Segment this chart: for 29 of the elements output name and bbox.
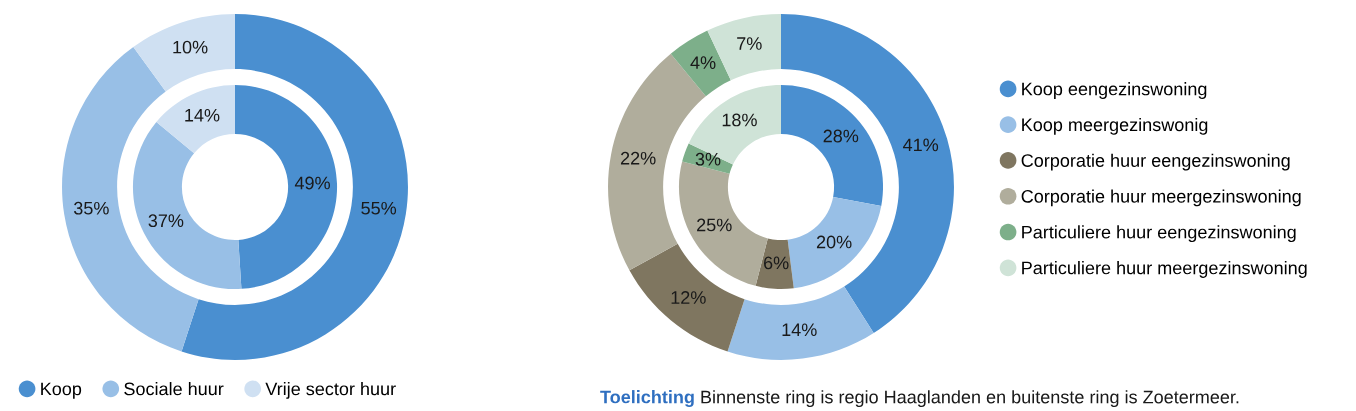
legend-label: Koop [41, 382, 82, 399]
legend-label: Corporatie huur meergezinswoning [1021, 189, 1301, 207]
data-label: 4% [690, 56, 716, 69]
data-label: 18% [722, 113, 757, 127]
data-label: 41% [903, 138, 939, 152]
data-label: 49% [294, 176, 330, 190]
data-label: 25% [697, 218, 732, 232]
text: Toelichting [600, 390, 694, 407]
data-label: 3% [695, 152, 721, 166]
data-label: 22% [620, 151, 656, 165]
legend-label: Vrije sector huur [265, 382, 396, 399]
data-label: 6% [764, 256, 789, 270]
data-label: 28% [823, 129, 859, 143]
legend-label: Particuliere huur meergezinswoning [1022, 261, 1307, 278]
data-label: 55% [361, 201, 397, 215]
legend-label: Koop eengezinswoning [1022, 82, 1207, 99]
data-label: 10% [173, 40, 208, 54]
data-label: 35% [73, 201, 109, 215]
data-label: 14% [185, 108, 220, 122]
legend-label: Koop meergezinswonig [1022, 117, 1208, 135]
text: Binnenste ring is regio Haaglanden en buitenste ring is Zoetermeer. [701, 390, 1239, 407]
data-label: 20% [816, 235, 852, 249]
data-label: 12% [671, 291, 706, 304]
legend-label: Sociale huur [124, 382, 224, 396]
data-label: 37% [148, 214, 184, 228]
data-label: 7% [737, 37, 762, 50]
legend-label: Corporatie huur eengezinswoning [1021, 153, 1290, 171]
data-label: 14% [782, 323, 817, 337]
legend-label: Particuliere huur eengezinswoning [1022, 225, 1296, 243]
